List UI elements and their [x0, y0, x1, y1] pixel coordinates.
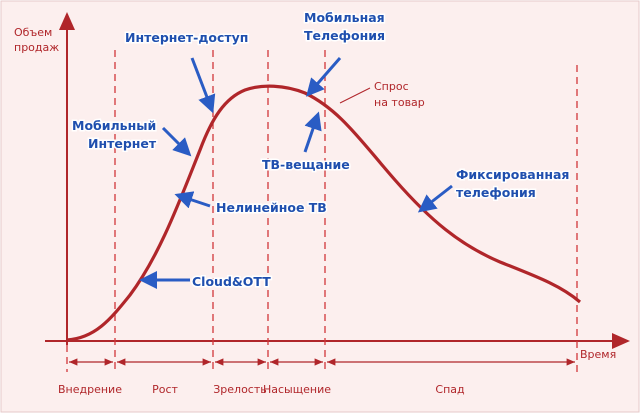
arrow	[190, 57, 216, 114]
service-label: Телефония	[304, 28, 385, 43]
service-label: Мобильная	[304, 10, 385, 25]
arrow	[306, 57, 342, 97]
arrow	[417, 184, 453, 213]
phase-label: Зрелость	[213, 383, 267, 396]
y-axis-label: Объем	[14, 26, 52, 39]
service-label: телефония	[456, 185, 536, 200]
phase-dividers	[66, 50, 578, 372]
phase-label: Рост	[152, 383, 178, 396]
arrow	[161, 126, 192, 157]
curve-label: Спрос	[374, 80, 409, 93]
y-axis-label: продаж	[14, 41, 59, 54]
service-arrows	[139, 57, 453, 289]
service-label: Интернет	[88, 136, 157, 151]
service-label: Cloud&OTT	[192, 274, 271, 289]
phase-label: Насыщение	[263, 383, 331, 396]
x-axis-label: Время	[580, 348, 616, 361]
service-label: Мобильный	[72, 118, 156, 133]
service-label: Фиксированная	[456, 167, 569, 182]
phase-label: Спад	[435, 383, 465, 396]
curve-label-leader	[339, 87, 371, 104]
service-label: ТВ-вещание	[262, 157, 350, 172]
curve-label: на товар	[374, 96, 425, 109]
phase-label: Внедрение	[58, 383, 122, 396]
arrow	[303, 111, 322, 153]
service-label: Интернет-доступ	[125, 30, 248, 45]
arrow	[174, 191, 211, 209]
service-label: Нелинейное ТВ	[216, 200, 327, 215]
